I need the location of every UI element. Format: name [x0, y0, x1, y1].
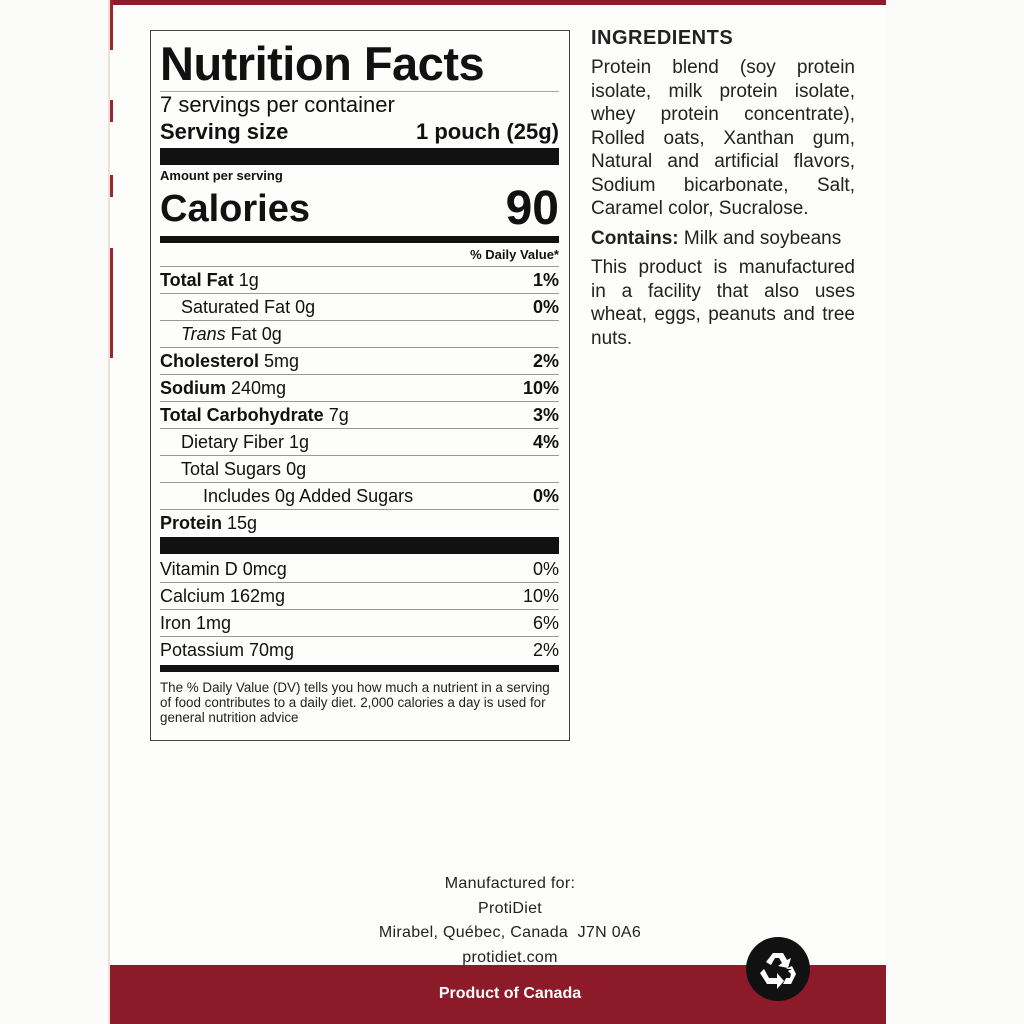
vitamin-name: Iron 1mg: [160, 613, 232, 633]
vitamin-row: Vitamin D 0mcg 0%: [160, 556, 559, 583]
nutrient-row: Total Sugars 0g: [160, 456, 559, 483]
nutrient-amount: Fat 0g: [230, 324, 282, 344]
nutrient-dv: 0%: [532, 297, 559, 317]
manufacturer-info: Manufactured for: ProtiDiet Mirabel, Qué…: [310, 872, 710, 970]
nutrient-name: Total Sugars: [181, 459, 282, 479]
nutrition-title: Nutrition Facts: [160, 37, 559, 92]
nutrient-amount: 15g: [227, 513, 258, 533]
manufacturer-label: Manufactured for:: [444, 875, 576, 892]
daily-value-header: % Daily Value*: [160, 243, 559, 267]
amount-per-serving: Amount per serving: [160, 168, 283, 183]
thick-divider: [160, 148, 559, 165]
vitamin-row: Calcium 162mg 10%: [160, 583, 559, 610]
edge-mark: [110, 100, 113, 122]
allergen-statement: Contains: Milk and soybeans: [591, 227, 855, 251]
nutrient-dv: 0%: [532, 486, 559, 506]
nutrient-dv: 2%: [532, 351, 559, 371]
vitamin-name: Potassium 70mg: [160, 640, 295, 660]
nutrient-dv: 1%: [532, 270, 559, 290]
top-band: [110, 0, 886, 5]
nutrient-name: Includes 0g Added Sugars: [203, 486, 414, 506]
nutrient-amount: 5mg: [264, 351, 300, 371]
nutrient-dv: 3%: [532, 405, 559, 425]
ingredients-title: INGREDIENTS: [591, 27, 734, 49]
nutrient-amount: 240mg: [231, 378, 287, 398]
nutrient-row: Protein 15g: [160, 510, 559, 537]
vitamin-dv: 0%: [532, 559, 559, 579]
nutrient-row: Includes 0g Added Sugars 0%: [160, 483, 559, 510]
nutrient-amount: 0g: [295, 297, 316, 317]
thick-divider: [160, 537, 559, 554]
nutrient-name: Total Fat: [160, 270, 234, 290]
recycle-icon: [746, 937, 810, 1001]
manufacturer-website: protidiet.com: [462, 948, 558, 966]
calories-label: Calories: [160, 188, 310, 230]
nutrient-dv: 4%: [532, 432, 559, 452]
calories: Calories 90: [160, 184, 559, 234]
facility-statement: This product is manufactured in a facili…: [591, 257, 855, 349]
nutrient-row: Sodium 240mg 10%: [160, 375, 559, 402]
nutrient-row: Total Fat 1g 1%: [160, 267, 559, 294]
serving-size-value: 1 pouch (25g): [415, 119, 559, 144]
product-origin: Product of Canada: [438, 985, 582, 1002]
nutrient-row: Total Carbohydrate 7g 3%: [160, 402, 559, 429]
nutrient-row: Dietary Fiber 1g 4%: [160, 429, 559, 456]
medium-divider: [160, 236, 559, 243]
nutrient-amount: 0g: [286, 459, 307, 479]
manufacturer-address: Mirabel, Québec, Canada J7N 0A6: [378, 924, 642, 941]
daily-value-footnote: The % Daily Value (DV) tells you how muc…: [160, 680, 550, 725]
servings-per-container: 7 servings per container: [160, 92, 395, 117]
edge-mark: [110, 248, 113, 358]
vitamin-name: Vitamin D 0mcg: [160, 559, 287, 579]
nutrient-row: Cholesterol 5mg 2%: [160, 348, 559, 375]
contains-text: Milk and soybeans: [683, 227, 842, 249]
nutrient-amount: 1g: [289, 432, 310, 452]
vitamin-name: Calcium 162mg: [160, 586, 286, 606]
nutrient-name: Trans: [181, 324, 226, 344]
nutrient-name: Total Carbohydrate: [160, 405, 324, 425]
vitamin-dv: 2%: [532, 640, 559, 660]
edge-mark: [110, 175, 113, 197]
nutrient-name: Protein: [160, 513, 223, 533]
nutrition-facts-label: Nutrition Facts 7 servings per container…: [150, 30, 570, 741]
medium-divider: [160, 665, 559, 672]
nutrient-name: Saturated Fat: [181, 297, 291, 317]
edge-mark: [110, 0, 113, 50]
serving-size-label: Serving size: [160, 119, 289, 144]
serving-size: Serving size 1 pouch (25g): [160, 118, 559, 145]
vitamin-dv: 10%: [522, 586, 559, 606]
nutrient-dv: 10%: [522, 378, 559, 398]
nutrient-row: Trans Fat 0g: [160, 321, 559, 348]
vitamin-row: Iron 1mg 6%: [160, 610, 559, 637]
nutrient-name: Sodium: [160, 378, 226, 398]
ingredients-section: INGREDIENTS Protein blend (soy protein i…: [591, 26, 855, 356]
ingredients-text: Protein blend (soy protein isolate, milk…: [591, 57, 855, 219]
nutrient-name: Cholesterol: [160, 351, 260, 371]
contains-label: Contains:: [591, 227, 679, 249]
nutrient-name: Dietary Fiber: [181, 432, 285, 452]
calories-value: 90: [505, 182, 559, 235]
vitamin-row: Potassium 70mg 2%: [160, 637, 559, 664]
vitamin-dv: 6%: [532, 613, 559, 633]
nutrient-amount: 7g: [328, 405, 349, 425]
package-panel: Nutrition Facts 7 servings per container…: [108, 0, 886, 1024]
manufacturer-name: ProtiDiet: [477, 899, 543, 917]
nutrient-row: Saturated Fat 0g 0%: [160, 294, 559, 321]
nutrient-amount: 1g: [238, 270, 259, 290]
